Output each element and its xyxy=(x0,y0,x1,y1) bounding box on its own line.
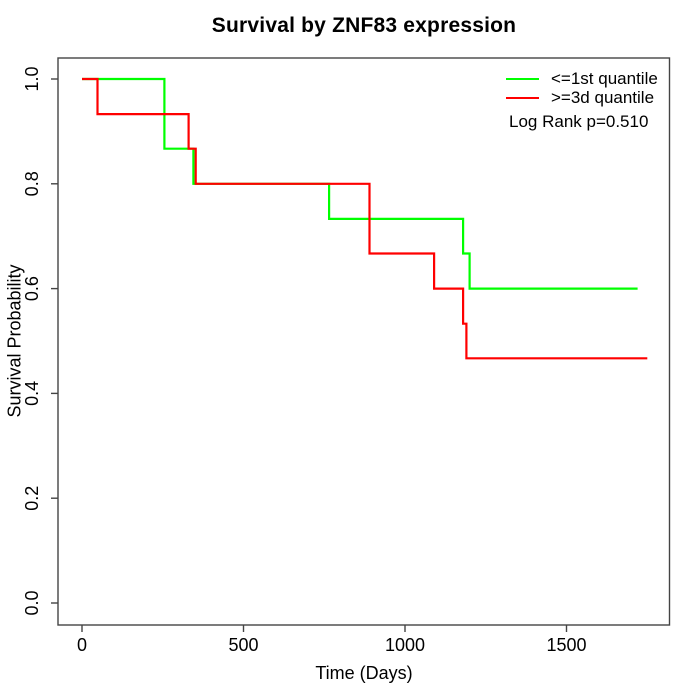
y-tick-label: 0.6 xyxy=(22,276,42,301)
legend-entry-first-quantile: <=1st quantile xyxy=(506,69,676,89)
x-tick-label: 0 xyxy=(77,635,87,655)
legend-label-first-quantile: <=1st quantile xyxy=(551,68,658,88)
survival-curve-le-1st-quantile xyxy=(82,77,638,290)
x-axis-title: Time (Days) xyxy=(315,663,413,683)
y-axis-title: Survival Probability xyxy=(4,264,25,418)
y-tick-label: 0.4 xyxy=(22,381,42,406)
plot-box xyxy=(57,57,671,626)
survival-curve-ge-3d-quantile xyxy=(82,77,648,360)
y-tick-label: 1.0 xyxy=(22,66,42,91)
chart-title: Survival by ZNF83 expression xyxy=(211,14,517,37)
y-tick-label: 0.0 xyxy=(22,590,42,615)
log-rank-annotation: Log Rank p=0.510 xyxy=(509,112,649,131)
y-tick-label: 0.8 xyxy=(22,171,42,196)
x-tick-label: 1000 xyxy=(385,635,425,655)
x-tick-label: 1500 xyxy=(546,635,586,655)
legend-label-third-quantile: >=3d quantile xyxy=(551,88,655,108)
legend-entry-third-quantile: >=3d quantile xyxy=(506,88,676,109)
green-line-swatch-icon xyxy=(506,77,539,80)
legend: <=1st quantile >=3d quantile xyxy=(506,69,676,108)
y-tick-label: 0.2 xyxy=(22,486,42,511)
x-tick-label: 500 xyxy=(228,635,258,655)
red-line-swatch-icon xyxy=(506,97,539,100)
